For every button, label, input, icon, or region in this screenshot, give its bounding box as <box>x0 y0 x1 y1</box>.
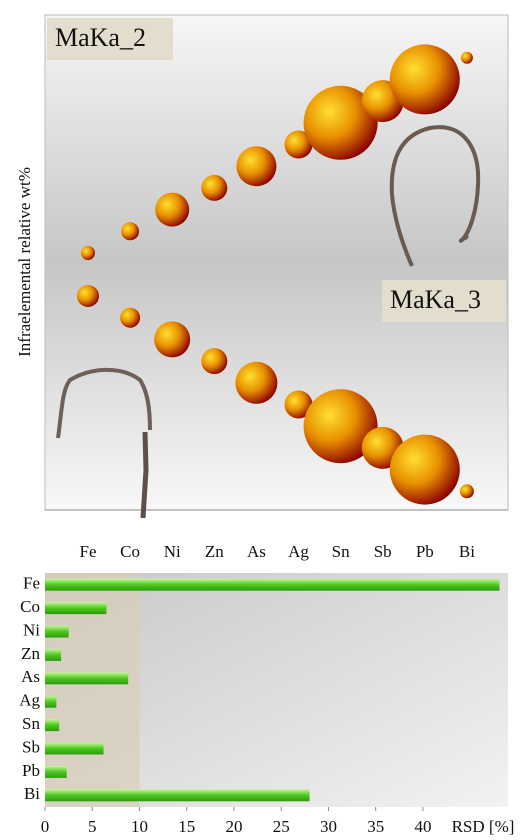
bubble <box>236 146 276 186</box>
bar <box>45 743 104 755</box>
bubble <box>155 193 189 227</box>
y-tick-label: As <box>21 667 40 686</box>
bubble <box>81 246 95 260</box>
bubble <box>120 308 140 328</box>
bubble <box>461 52 473 64</box>
bar <box>45 602 106 614</box>
x-tick-label: 30 <box>320 817 337 836</box>
x-tick-label: 40 <box>414 817 431 836</box>
x-axis-label: RSD [%] <box>452 817 515 836</box>
bubble <box>460 484 474 498</box>
x-tick-label: Pb <box>416 542 434 561</box>
bar <box>45 766 67 778</box>
bubble <box>154 321 190 357</box>
bar <box>45 789 310 801</box>
x-tick-label: Bi <box>459 542 475 561</box>
x-tick-label: Co <box>120 542 140 561</box>
x-tick-label: Ni <box>164 542 181 561</box>
y-tick-label: Ag <box>19 691 40 710</box>
bubble <box>390 44 460 114</box>
bubble <box>201 348 227 374</box>
bubble <box>235 362 277 404</box>
artifact-image <box>143 432 146 518</box>
y-tick-label: Sb <box>22 737 40 756</box>
x-tick-label: Sb <box>374 542 392 561</box>
x-tick-label: 25 <box>273 817 290 836</box>
y-tick-label: Co <box>20 597 40 616</box>
legend-label: MaKa_2 <box>55 23 146 52</box>
x-tick-label: 35 <box>367 817 384 836</box>
bar <box>45 719 59 731</box>
x-tick-label: Ag <box>288 542 309 561</box>
x-tick-label: 5 <box>88 817 97 836</box>
bar <box>45 579 499 591</box>
y-tick-label: Zn <box>21 644 40 663</box>
x-tick-label: 0 <box>41 817 50 836</box>
bar <box>45 672 128 684</box>
chart: Infraelemental relative wt% RSD [%] Fe Co… <box>0 0 520 840</box>
bubble <box>390 435 460 505</box>
bubble <box>77 285 99 307</box>
legend-label: MaKa_3 <box>390 285 481 314</box>
y-tick-label: Ni <box>23 620 40 639</box>
x-tick-label: 10 <box>131 817 148 836</box>
x-tick-label: 15 <box>178 817 195 836</box>
bar <box>45 626 69 638</box>
x-tick-label: Zn <box>205 542 224 561</box>
y-tick-label: Fe <box>23 574 40 593</box>
y-axis-label: Infraelemental relative wt% <box>15 167 34 357</box>
y-tick-label: Sn <box>22 714 40 733</box>
x-tick-label: Fe <box>80 542 97 561</box>
y-tick-label: Bi <box>24 784 40 803</box>
x-tick-label: 20 <box>225 817 242 836</box>
bubble <box>121 222 139 240</box>
x-tick-label: As <box>247 542 266 561</box>
bubble <box>201 175 227 201</box>
x-tick-label: Sn <box>332 542 350 561</box>
bar <box>45 696 56 708</box>
bar <box>45 649 61 661</box>
y-tick-label: Pb <box>22 761 40 780</box>
